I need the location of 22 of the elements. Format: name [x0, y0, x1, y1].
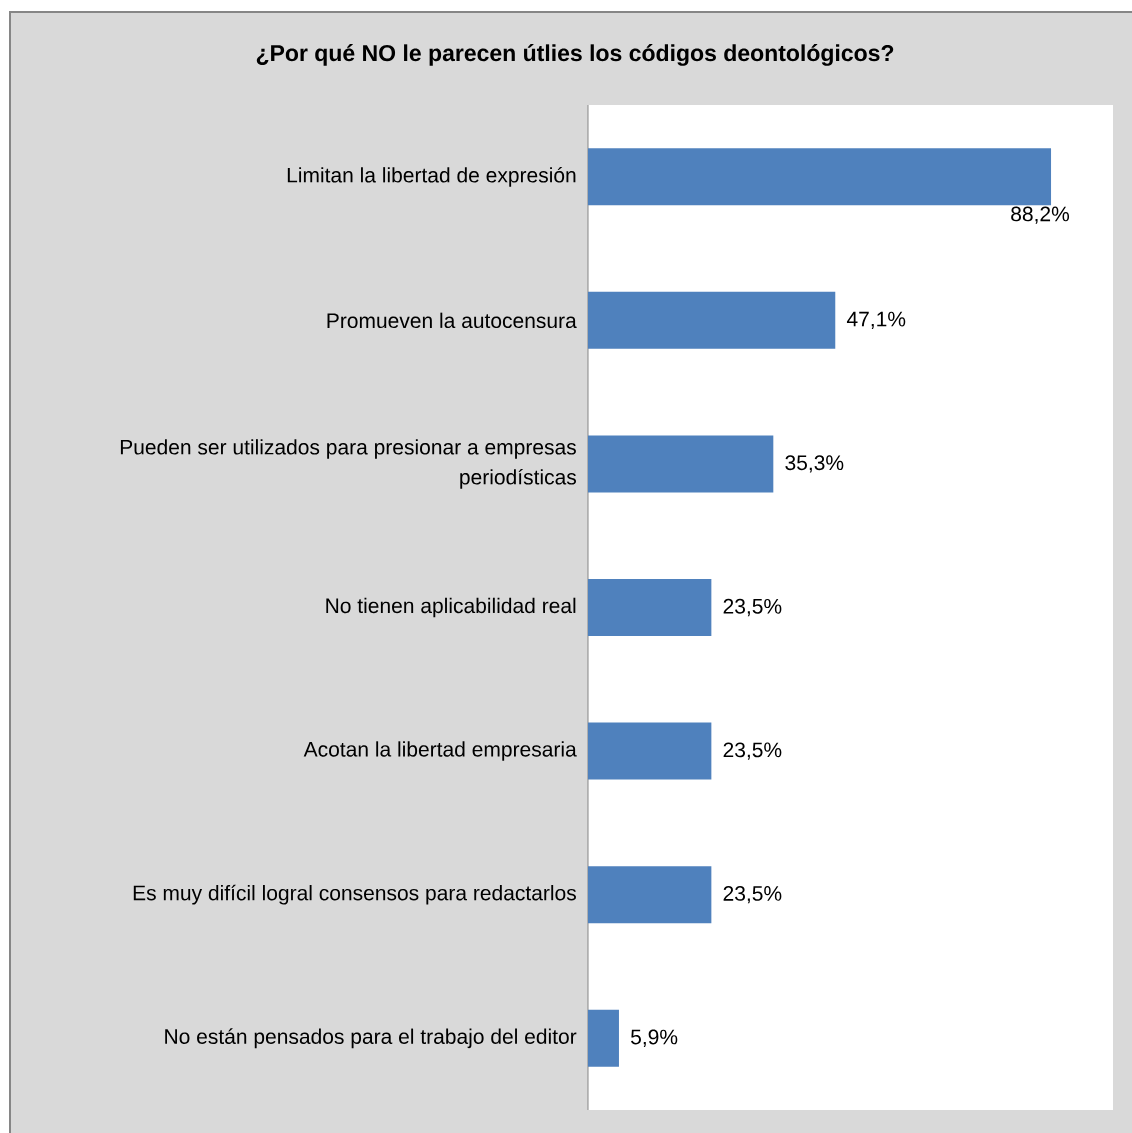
data-label: 23,5%	[723, 885, 782, 904]
data-label: 23,5%	[723, 742, 782, 760]
y-tick-label: Pueden ser utilizados para presionar a empresas periodísticas	[120, 439, 577, 489]
y-tick-label: Es muy difícil logral consensos para redactarlos	[133, 884, 576, 905]
bar	[587, 579, 712, 637]
y-tick-label: Acotan la libertad empresaria	[303, 741, 577, 761]
data-label: 5,9%	[631, 1029, 678, 1047]
y-tick-label: Promueven la autocensura	[327, 312, 577, 329]
y-tick-label: No están pensados para el trabajo del editor	[165, 1028, 577, 1049]
bar	[587, 722, 712, 780]
y-tick-label: No tienen aplicabilidad real	[326, 597, 576, 618]
data-label: 23,5%	[723, 598, 782, 617]
bar	[587, 291, 836, 349]
bar	[587, 435, 774, 493]
y-tick-label: Limitan la libertad de expresión	[287, 166, 576, 187]
chart-title: ¿Por qué NO le parecen útlies los códigos deontológicos?	[256, 44, 894, 66]
bar	[587, 148, 1052, 206]
data-label: 47,1%	[846, 311, 906, 329]
bar	[587, 1009, 619, 1067]
data-label: 88,2%	[1011, 206, 1070, 224]
bar	[587, 866, 712, 924]
data-label: 35,3%	[785, 455, 844, 473]
